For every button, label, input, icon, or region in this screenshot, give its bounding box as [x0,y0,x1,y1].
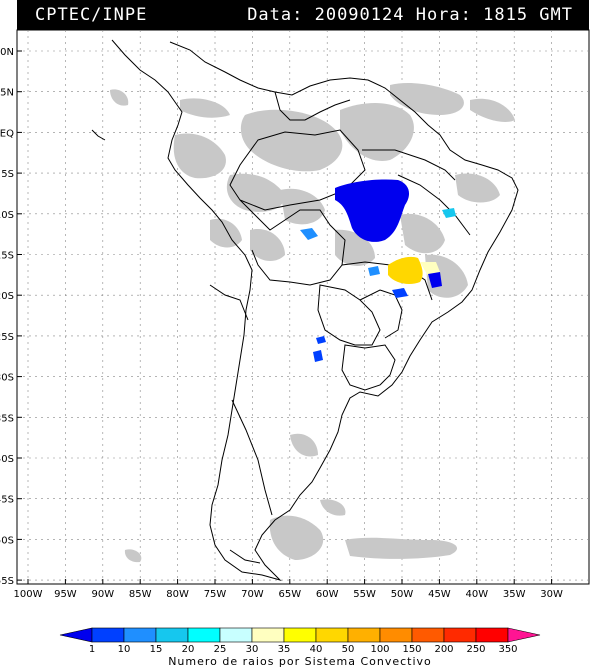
lon-tick-label: 45W [428,589,451,600]
color-bar-labels: 1 10 15 20 25 30 35 40 50 100 150 200 250 350 [89,644,518,655]
legend-value-label: 10 [118,644,131,655]
lat-tick-label: 15S [0,251,14,262]
cluster-paraguay-2 [313,350,323,362]
cluster-central-brazil [335,179,410,242]
legend-swatch [251,627,285,643]
cluster-bolivia [300,228,318,240]
legend-caption: Numero de raios por Sistema Convectivo [168,655,432,668]
lon-tick-label: 35W [503,589,526,600]
legend-value-label: 150 [402,644,421,655]
lon-tick-label: 55W [353,589,376,600]
lon-tick-label: 100W [14,589,43,600]
lat-tick-label: 20S [0,291,14,302]
lon-tick-label: 70W [241,589,264,600]
lat-tick-label: 40S [0,454,14,465]
cluster-small-blue [428,272,442,288]
lat-tick-label: 55S [0,576,14,587]
lat-tick-label: 25S [0,332,14,343]
legend-swatch [315,627,349,643]
legend-value-label: 40 [310,644,323,655]
lon-tick-label: 30W [540,589,563,600]
legend-swatch [475,627,509,643]
legend-swatch [379,627,413,643]
lon-tick-label: 80W [166,589,189,600]
legend-value-label: 30 [246,644,259,655]
color-bar-legend [59,627,541,643]
legend-swatch [347,627,381,643]
lat-tick-label: 5N [0,88,14,99]
legend-swatch [123,627,157,643]
lat-tick-label: 10S [0,210,14,221]
header-source: CPTEC/INPE [35,5,148,25]
lat-tick-label: 50S [0,535,14,546]
legend-swatch [443,627,477,643]
legend-value-label: 15 [150,644,163,655]
lat-tick-label: 30S [0,373,14,384]
legend-value-label: 200 [434,644,453,655]
legend-swatch [283,627,317,643]
legend-swatch [155,627,189,643]
lon-tick-label: 85W [129,589,152,600]
header-datetime: Data: 20090124 Hora: 1815 GMT [247,5,573,25]
legend-swatch [91,627,125,643]
legend-value-label: 35 [278,644,291,655]
legend-swatch [59,627,93,643]
lightning-clusters [300,179,456,362]
lat-tick-label: EQ [0,128,14,139]
cluster-paraguay-1 [316,336,326,344]
lon-tick-label: 60W [316,589,339,600]
lat-tick-label: 35S [0,413,14,424]
lon-tick-label: 40W [465,589,488,600]
legend-swatch [507,627,541,643]
cluster-minas-gerais [388,256,423,284]
lat-tick-label: 10N [0,47,14,58]
lat-tick-label: 45S [0,495,14,506]
lon-tick-label: 95W [54,589,77,600]
legend-swatch [411,627,445,643]
cluster-west [368,266,380,276]
graticule [17,30,589,584]
legend-value-label: 1 [89,644,95,655]
cluster-pale-yellow [420,262,440,276]
legend-swatch [187,627,221,643]
lon-tick-label: 65W [278,589,301,600]
latitude-labels: 10N 5N EQ 5S 10S 15S 20S 25S 30S 35S 40S 45S 50S 55S [0,47,14,587]
lon-tick-label: 50W [391,589,414,600]
lon-tick-label: 75W [204,589,227,600]
legend-swatch [219,627,253,643]
lon-tick-label: 90W [91,589,114,600]
legend-value-label: 50 [342,644,355,655]
legend-value-label: 250 [466,644,485,655]
longitude-labels: 100W 95W 90W 85W 80W 75W 70W 65W 60W 55W 50W 45W 40W… [14,589,564,600]
map-header: CPTEC/INPE Data: 20090124 Hora: 1815 GMT [17,0,589,30]
legend-value-label: 350 [498,644,517,655]
legend-value-label: 25 [214,644,227,655]
cluster-bahia [442,208,456,218]
legend-value-label: 100 [370,644,389,655]
cluster-sao-paulo [392,288,408,298]
lat-tick-label: 5S [1,169,14,180]
legend-value-label: 20 [182,644,195,655]
